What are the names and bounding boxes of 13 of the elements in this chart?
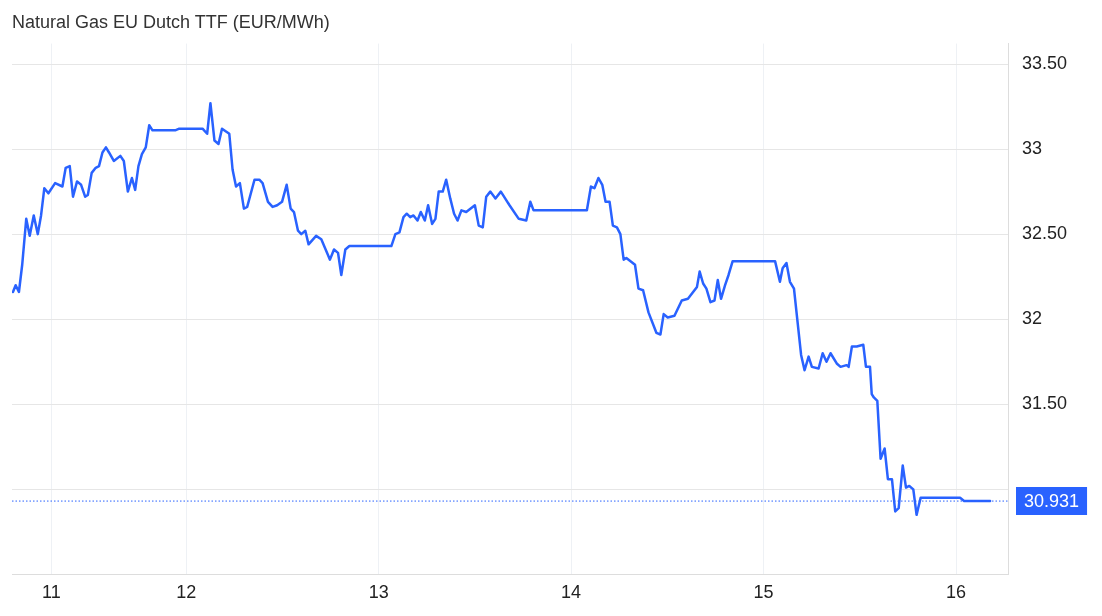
- chart-title: Natural Gas EU Dutch TTF (EUR/MWh): [12, 11, 330, 32]
- x-tick-label: 13: [368, 582, 389, 603]
- y-tick-label: 33.50: [1022, 52, 1068, 73]
- x-tick-label: 15: [753, 582, 774, 603]
- y-tick-label: 33: [1022, 138, 1043, 159]
- x-tick-label: 14: [561, 582, 582, 603]
- ref-line-label: 30.931: [1024, 491, 1080, 512]
- x-tick-label: 12: [176, 582, 197, 603]
- y-tick-label: 32: [1022, 308, 1043, 329]
- y-tick-label: 32.50: [1022, 223, 1068, 244]
- x-tick-label: 16: [946, 582, 967, 603]
- x-tick-label: 11: [42, 582, 61, 603]
- y-tick-label: 31.50: [1022, 393, 1068, 414]
